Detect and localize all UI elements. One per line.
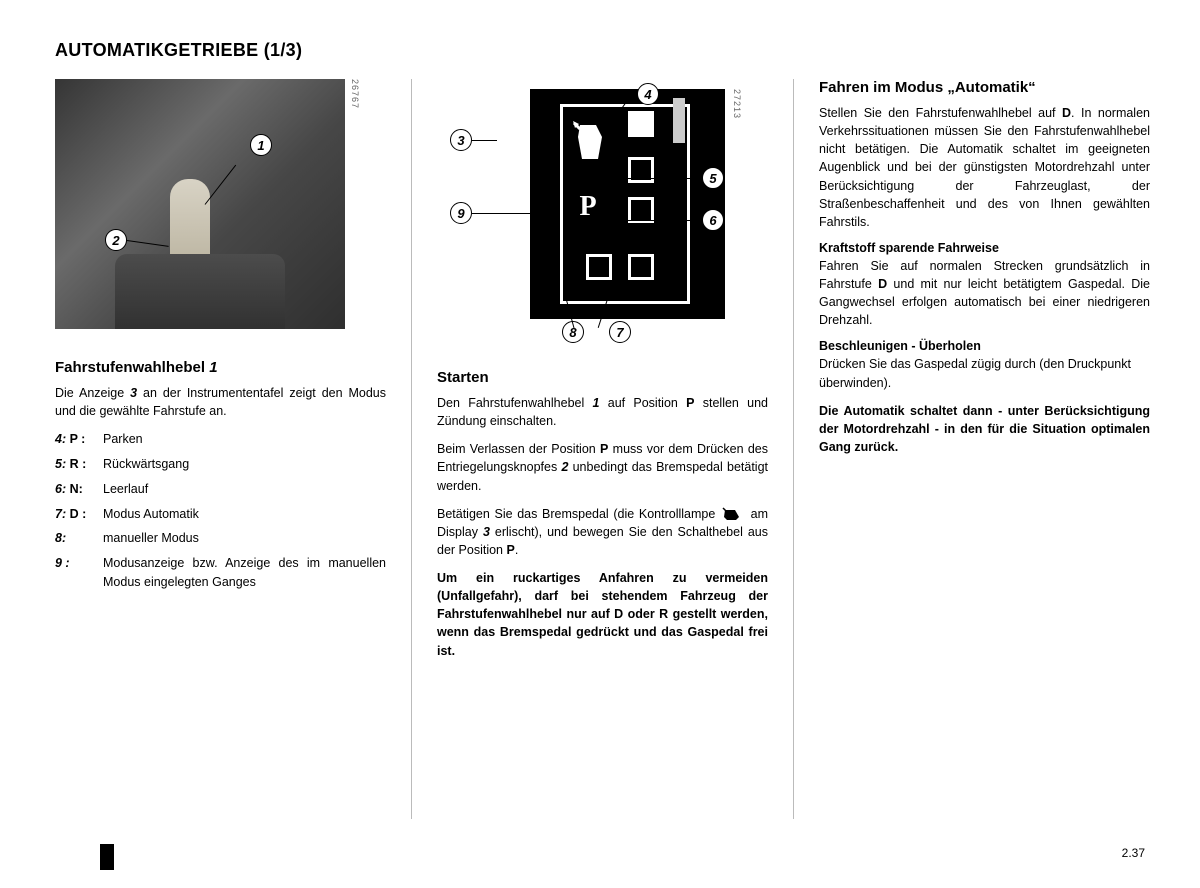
callout-9: 9 xyxy=(450,202,472,224)
brake-lamp-icon xyxy=(722,507,744,521)
col2-p2: Beim Verlassen der Position P muss vor d… xyxy=(437,440,768,494)
callout-2: 2 xyxy=(105,229,127,251)
def-row-5: 5: R : Rückwärtsgang xyxy=(55,455,386,474)
def-row-7: 7: D : Modus Automatik xyxy=(55,505,386,524)
page-number: 2.37 xyxy=(1122,846,1145,860)
shift-diagram: P xyxy=(530,89,725,319)
callout-7: 7 xyxy=(609,321,631,343)
callout-1: 1 xyxy=(250,134,272,156)
def-row-9: 9 : Modusanzeige bzw. Anzeige des im man… xyxy=(55,554,386,592)
figure-photo-wrap: 26767 1 2 xyxy=(55,79,365,339)
callout-6: 6 xyxy=(702,209,724,231)
callout-6-line xyxy=(620,220,702,221)
callout-3: 3 xyxy=(450,129,472,151)
diag-pos-5 xyxy=(628,157,654,183)
col1-heading: Fahrstufenwahlhebel 1 xyxy=(55,359,386,376)
def-row-4: 4: P : Parken xyxy=(55,430,386,449)
diag-ref-code: 27213 xyxy=(732,89,742,119)
column-2: P 27213 3 4 5 6 9 7 8 Starten Den Fahrst… xyxy=(437,79,794,819)
col3-p1: Stellen Sie den Fahrstufenwahlhebel auf … xyxy=(819,104,1150,231)
column-1: 26767 1 2 Fahrstufenwahlhebel 1 Die Anze… xyxy=(55,79,412,819)
diag-letter-p: P xyxy=(580,191,597,223)
col3-sub1-p: Fahren Sie auf normalen Strecken grund­s… xyxy=(819,257,1150,330)
diag-pos-4 xyxy=(628,111,654,137)
page-title: AUTOMATIKGETRIEBE (1/3) xyxy=(55,40,1150,61)
def-row-6: 6: N: Leerlauf xyxy=(55,480,386,499)
callout-5-line xyxy=(620,178,702,179)
col3-heading: Fahren im Modus „Automatik“ xyxy=(819,79,1150,96)
col1-heading-num: 1 xyxy=(209,359,217,376)
footer-mark xyxy=(100,844,114,870)
col3-sub2-p: Drücken Sie das Gaspedal zügig durch (de… xyxy=(819,355,1150,391)
column-3: Fahren im Modus „Automatik“ Stellen Sie … xyxy=(819,79,1150,819)
col2-p1: Den Fahrstufenwahlhebel 1 auf Position P… xyxy=(437,394,768,430)
diag-pos-8 xyxy=(586,254,612,280)
col1-heading-text: Fahrstufenwahlhebel xyxy=(55,359,205,376)
gear-lever-photo xyxy=(55,79,345,329)
callout-9-line xyxy=(472,213,542,214)
content-columns: 26767 1 2 Fahrstufenwahlhebel 1 Die Anze… xyxy=(55,79,1150,819)
callout-3-line xyxy=(472,140,497,141)
foot-brake-icon xyxy=(572,121,612,163)
col3-sub1: Kraftstoff sparende Fahrweise xyxy=(819,241,1150,255)
diag-pos-7 xyxy=(628,254,654,280)
col2-heading: Starten xyxy=(437,369,768,386)
col1-intro: Die Anzeige 3 an der Instrumententafel z… xyxy=(55,384,386,420)
callout-5: 5 xyxy=(702,167,724,189)
col3-sub2: Beschleunigen - Überholen xyxy=(819,339,1150,353)
col2-p3: Betätigen Sie das Bremspedal (die Kontro… xyxy=(437,505,768,559)
side-tab xyxy=(673,98,685,143)
definition-list: 4: P : Parken 5: R : Rückwärtsgang 6: N:… xyxy=(55,430,386,591)
col2-warning: Um ein ruckartiges Anfahren zu vermei­de… xyxy=(437,569,768,660)
callout-4: 4 xyxy=(637,83,659,105)
def-row-8: 8: manueller Modus xyxy=(55,529,386,548)
col3-bold-p: Die Automatik schaltet dann - unter Be­r… xyxy=(819,402,1150,456)
photo-ref-code: 26767 xyxy=(350,79,360,109)
